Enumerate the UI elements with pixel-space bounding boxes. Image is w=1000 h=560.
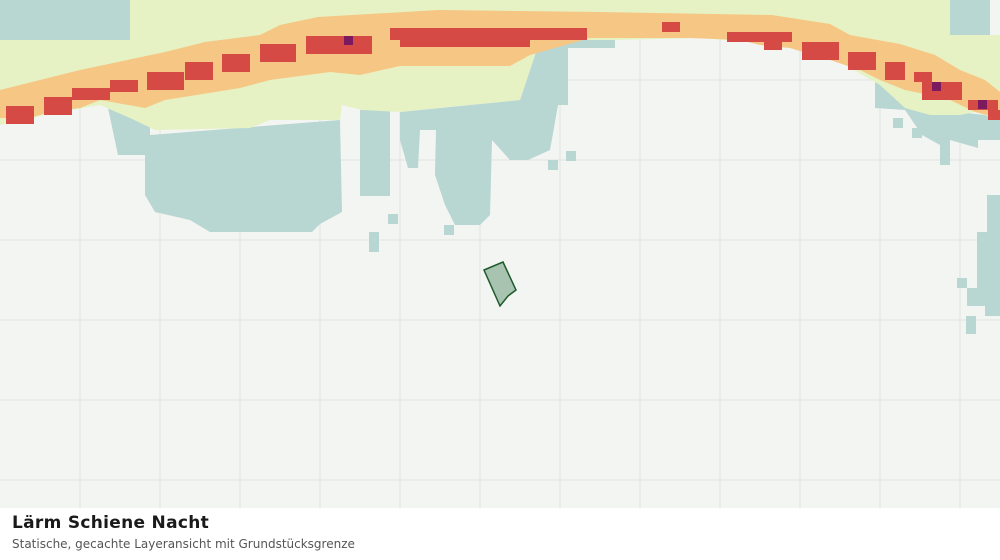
noise-band-very-high	[344, 36, 987, 109]
water-areas	[0, 0, 1000, 334]
parcel-boundary	[483, 261, 517, 308]
map-title: Lärm Schiene Nacht	[12, 513, 210, 533]
noise-band-high	[6, 22, 1000, 124]
map-subtitle: Statische, gecachte Layeransicht mit Gru…	[12, 537, 355, 551]
map	[0, 0, 1000, 508]
footer: Lärm Schiene Nacht Statische, gecachte L…	[0, 508, 1000, 560]
